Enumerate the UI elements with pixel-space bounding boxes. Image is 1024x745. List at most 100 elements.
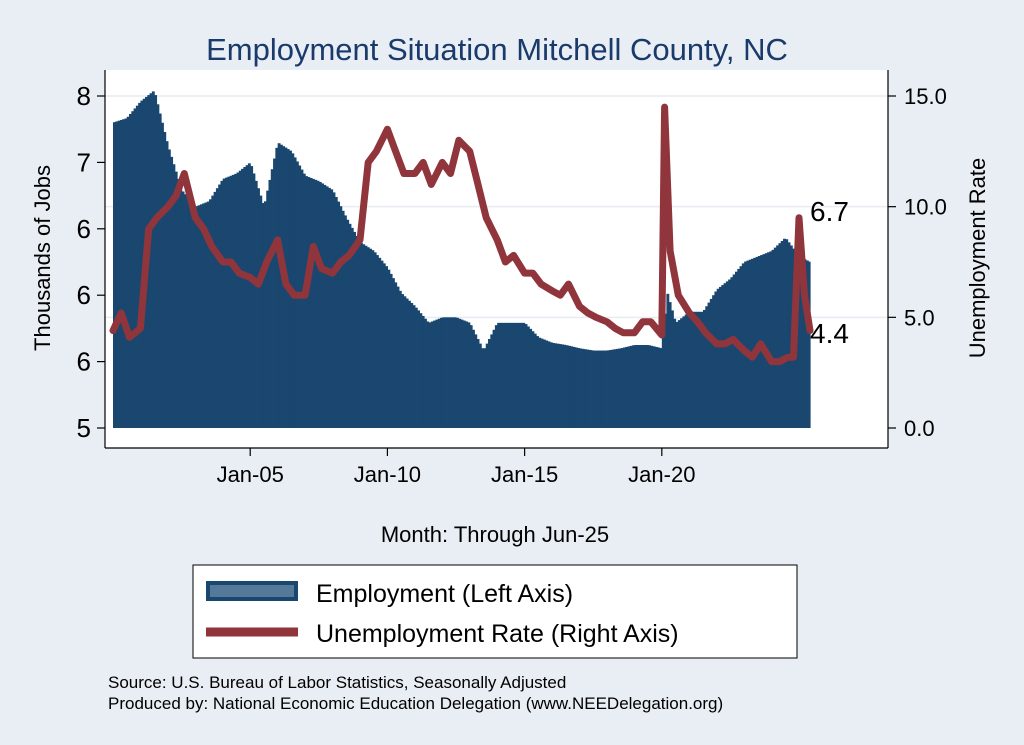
employment-bar (387, 269, 391, 428)
employment-bar (586, 349, 590, 428)
employment-bar (309, 177, 313, 428)
x-axis-label: Month: Through Jun-25 (381, 522, 609, 547)
employment-bar (314, 179, 318, 428)
employment-bar (373, 252, 377, 428)
employment-bar (257, 188, 260, 428)
employment-bar (767, 252, 770, 428)
employment-bar (433, 320, 437, 428)
employment-bar (197, 205, 201, 428)
employment-bar (456, 317, 459, 428)
employment-bar (225, 177, 228, 428)
employment-bar (602, 350, 606, 428)
employment-bar (357, 240, 361, 428)
employment-bar (698, 311, 702, 428)
employment-bar (645, 345, 649, 428)
employment-bar (369, 248, 373, 428)
y-left-tick-label: 6 (77, 214, 91, 244)
employment-bar (520, 322, 523, 428)
employment-bar (458, 318, 462, 428)
end-label-employment: 6.7 (810, 196, 849, 227)
employment-bar (442, 317, 446, 428)
employment-bar (764, 253, 768, 428)
employment-bar (316, 180, 320, 428)
employment-bar (403, 296, 407, 428)
employment-bar (762, 254, 766, 428)
y-left-tick-label: 7 (77, 147, 91, 177)
employment-bar (604, 350, 608, 428)
employment-bar (689, 311, 693, 428)
employment-bar (115, 121, 119, 428)
employment-bar (330, 189, 334, 428)
employment-bar (627, 346, 631, 428)
employment-bar (391, 278, 395, 428)
employment-bar (131, 111, 135, 428)
employment-bar (549, 342, 553, 428)
employment-bar (609, 349, 613, 428)
employment-bar (389, 273, 393, 428)
employment-bar (753, 257, 757, 428)
employment-bar (206, 201, 210, 428)
employment-bar (638, 345, 642, 428)
employment-bar (606, 350, 610, 428)
employment-bar (407, 300, 411, 428)
employment-bar (657, 347, 661, 428)
employment-bar (510, 322, 514, 428)
employment-bar (227, 176, 231, 428)
employment-bar (259, 195, 263, 428)
employment-bar (348, 223, 352, 428)
employment-bar (561, 344, 565, 428)
x-tick-label: Jan-20 (628, 462, 695, 487)
employment-bar (542, 339, 546, 428)
employment-bar (744, 261, 748, 428)
employment-bar (156, 104, 160, 429)
employment-bar (172, 164, 176, 428)
employment-bar (179, 186, 183, 428)
employment-bar (472, 329, 475, 428)
legend-swatch-employment-inner (210, 585, 294, 597)
employment-bar (380, 260, 384, 428)
employment-bar (769, 251, 773, 428)
employment-bar (186, 196, 190, 428)
employment-bar (440, 317, 443, 428)
employment-bar (337, 201, 340, 428)
employment-bar (629, 345, 633, 428)
employment-bar (245, 165, 249, 428)
employment-bar (426, 321, 430, 428)
y-right-tick-label: 15.0 (904, 84, 947, 109)
employment-bar (476, 339, 480, 428)
employment-bar (799, 257, 802, 428)
employment-bar (680, 318, 683, 428)
employment-bar (730, 277, 734, 428)
employment-bar (485, 343, 489, 428)
employment-bar (716, 288, 720, 428)
employment-bar (600, 350, 603, 428)
employment-bar (718, 286, 722, 428)
employment-bar (661, 336, 665, 428)
employment-bar (572, 346, 576, 428)
employment-bar (707, 302, 711, 428)
employment-bar (149, 93, 153, 428)
employment-bar (449, 317, 453, 428)
employment-bar (732, 274, 736, 428)
employment-bar (177, 179, 180, 428)
employment-bar (353, 231, 356, 428)
employment-bar (709, 298, 713, 428)
y-left-tick-label: 5 (77, 413, 91, 443)
employment-bar (597, 350, 601, 428)
employment-bar (526, 326, 530, 428)
employment-bar (211, 195, 215, 428)
employment-bar (204, 202, 208, 428)
produced-note: Produced by: National Economic Education… (108, 694, 723, 713)
employment-bar (547, 341, 551, 428)
employment-bar (712, 295, 716, 428)
employment-bar (517, 322, 521, 428)
employment-bar (423, 318, 427, 428)
employment-bar (270, 169, 274, 429)
employment-bar (616, 348, 619, 428)
employment-bar (410, 302, 414, 428)
employment-bar (398, 290, 402, 428)
employment-bar (405, 298, 409, 428)
employment-bar (492, 329, 496, 428)
employment-bar (364, 245, 368, 428)
employment-bar (652, 346, 656, 428)
